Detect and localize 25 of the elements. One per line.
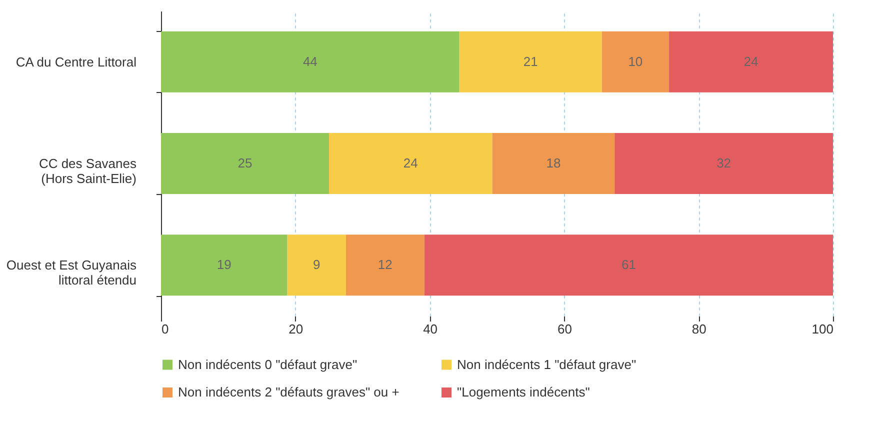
- data-label: 32: [716, 156, 732, 170]
- data-label: 21: [523, 54, 538, 69]
- data-label: 19: [216, 257, 232, 272]
- data-label: 44: [302, 54, 318, 69]
- legend-label: Non indécents 0 "défaut grave": [178, 356, 358, 372]
- legend-label: Non indécents 2 "défauts graves" ou +: [178, 384, 400, 400]
- data-label: 18: [546, 156, 561, 170]
- data-label: 24: [744, 54, 758, 69]
- x-tick-label: 20: [288, 322, 304, 336]
- y-tick-label: CC des Savanes (Hors Saint-Elie): [38, 156, 137, 186]
- x-tick-label: 60: [557, 322, 572, 336]
- data-label: 12: [378, 257, 392, 272]
- data-label: 24: [403, 156, 418, 170]
- x-tick-label: 40: [423, 322, 438, 336]
- x-tick-label: 0: [162, 322, 169, 336]
- y-tick-label: Ouest et Est Guyanais littoral étendu: [6, 258, 137, 288]
- data-label: 61: [621, 257, 636, 272]
- x-tick-label: 80: [692, 322, 706, 336]
- legend-label: Non indécents 1 "défaut grave": [457, 356, 636, 372]
- data-label: 25: [238, 156, 252, 170]
- y-tick-label: CA du Centre Littoral: [16, 54, 137, 70]
- legend-label: "Logements indécents": [457, 384, 590, 400]
- data-label: 9: [312, 257, 320, 272]
- data-label: 10: [628, 54, 643, 69]
- x-tick-label: 100: [812, 322, 834, 336]
